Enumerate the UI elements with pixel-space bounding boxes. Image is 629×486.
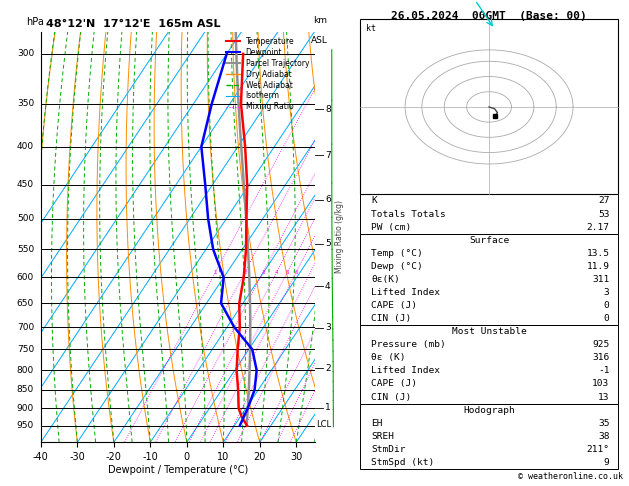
Text: 4: 4 [325, 282, 330, 291]
Text: 350: 350 [17, 99, 34, 108]
Text: 2.17: 2.17 [586, 223, 610, 232]
Text: 950: 950 [17, 421, 34, 430]
Text: Totals Totals: Totals Totals [372, 209, 446, 219]
Text: 300: 300 [17, 50, 34, 58]
Text: 450: 450 [17, 180, 34, 189]
Text: 3: 3 [604, 288, 610, 297]
Text: km: km [313, 17, 326, 25]
Text: 400: 400 [17, 142, 34, 151]
Text: 26.05.2024  00GMT  (Base: 00): 26.05.2024 00GMT (Base: 00) [391, 11, 587, 21]
Text: © weatheronline.co.uk: © weatheronline.co.uk [518, 472, 623, 481]
Text: StmDir: StmDir [372, 445, 406, 454]
Text: 5: 5 [286, 270, 289, 275]
Text: Dewp (°C): Dewp (°C) [372, 262, 423, 271]
Text: 316: 316 [592, 353, 610, 363]
Text: 211°: 211° [586, 445, 610, 454]
Bar [360, 19, 618, 194]
Text: 500: 500 [17, 214, 34, 223]
Text: 2: 2 [325, 364, 330, 373]
Text: 311: 311 [592, 275, 610, 284]
Text: EH: EH [372, 419, 383, 428]
Text: LCL: LCL [316, 420, 331, 429]
Text: 6: 6 [294, 270, 298, 275]
Text: Mixing Ratio (g/kg): Mixing Ratio (g/kg) [335, 200, 344, 274]
Text: 2: 2 [243, 270, 247, 275]
Text: Lifted Index: Lifted Index [372, 366, 440, 375]
Text: CIN (J): CIN (J) [372, 393, 412, 401]
Text: Hodograph: Hodograph [463, 406, 515, 415]
Text: 850: 850 [17, 385, 34, 394]
Text: 0: 0 [604, 301, 610, 310]
Text: 0: 0 [604, 314, 610, 323]
Text: 7: 7 [325, 151, 331, 159]
Text: 3: 3 [262, 270, 265, 275]
Text: kt: kt [366, 24, 376, 34]
Text: 9: 9 [604, 458, 610, 467]
Text: Surface: Surface [469, 236, 509, 244]
Text: CAPE (J): CAPE (J) [372, 301, 418, 310]
Text: 600: 600 [17, 273, 34, 282]
Text: 13.5: 13.5 [586, 249, 610, 258]
Legend: Temperature, Dewpoint, Parcel Trajectory, Dry Adiabat, Wet Adiabat, Isotherm, Mi: Temperature, Dewpoint, Parcel Trajectory… [225, 35, 311, 113]
Text: hPa: hPa [26, 17, 43, 28]
Text: 48°12'N  17°12'E  165m ASL: 48°12'N 17°12'E 165m ASL [47, 19, 221, 30]
Text: 11.9: 11.9 [586, 262, 610, 271]
Text: 1: 1 [325, 403, 331, 412]
Text: θε (K): θε (K) [372, 353, 406, 363]
Text: 5: 5 [325, 239, 331, 248]
Text: ASL: ASL [311, 35, 328, 45]
Bar [360, 194, 618, 234]
Text: 38: 38 [598, 432, 610, 441]
Text: 27: 27 [598, 196, 610, 206]
Text: 900: 900 [17, 404, 34, 413]
Text: StmSpd (kt): StmSpd (kt) [372, 458, 435, 467]
Text: 750: 750 [17, 345, 34, 354]
Text: 4: 4 [275, 270, 278, 275]
Text: 650: 650 [17, 299, 34, 308]
Text: Most Unstable: Most Unstable [452, 327, 526, 336]
Text: K: K [372, 196, 377, 206]
Text: CAPE (J): CAPE (J) [372, 380, 418, 388]
Text: 103: 103 [592, 380, 610, 388]
Text: 800: 800 [17, 366, 34, 375]
Text: Lifted Index: Lifted Index [372, 288, 440, 297]
X-axis label: Dewpoint / Temperature (°C): Dewpoint / Temperature (°C) [108, 465, 248, 475]
Text: 550: 550 [17, 245, 34, 254]
Text: PW (cm): PW (cm) [372, 223, 412, 232]
Text: Pressure (mb): Pressure (mb) [372, 340, 446, 349]
Bar [360, 403, 618, 469]
Text: 1: 1 [214, 270, 217, 275]
Text: θε(K): θε(K) [372, 275, 400, 284]
Bar [360, 325, 618, 403]
Text: 8: 8 [325, 104, 331, 114]
Text: 3: 3 [325, 323, 331, 332]
Text: SREH: SREH [372, 432, 394, 441]
Text: Temp (°C): Temp (°C) [372, 249, 423, 258]
Text: CIN (J): CIN (J) [372, 314, 412, 323]
Bar [360, 234, 618, 325]
Text: 6: 6 [325, 195, 331, 205]
Text: 700: 700 [17, 323, 34, 331]
Text: 925: 925 [592, 340, 610, 349]
Text: 13: 13 [598, 393, 610, 401]
Text: -1: -1 [598, 366, 610, 375]
Text: 35: 35 [598, 419, 610, 428]
Text: 53: 53 [598, 209, 610, 219]
